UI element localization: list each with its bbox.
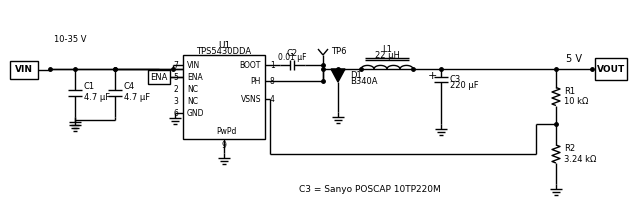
Text: 3: 3 [173, 97, 178, 105]
Text: 0.01 μF: 0.01 μF [278, 54, 307, 62]
Text: C4
4.7 μF: C4 4.7 μF [124, 82, 150, 102]
Text: +: + [427, 71, 437, 81]
Text: R1
10 kΩ: R1 10 kΩ [564, 87, 589, 106]
Bar [595, 58, 627, 80]
Text: 5: 5 [173, 72, 178, 82]
Text: D1: D1 [350, 71, 362, 81]
Bar [148, 70, 170, 84]
Text: C1
4.7 μF: C1 4.7 μF [84, 82, 110, 102]
Text: VIN: VIN [187, 61, 200, 69]
Text: C2: C2 [287, 49, 298, 58]
Text: NC: NC [187, 97, 198, 105]
Text: 1: 1 [270, 61, 275, 69]
Text: NC: NC [187, 84, 198, 94]
Bar [183, 55, 265, 139]
Text: C3: C3 [450, 74, 461, 84]
Text: 22 μH: 22 μH [375, 51, 399, 59]
Bar [10, 61, 38, 79]
Text: BOOT: BOOT [239, 61, 261, 69]
Text: 4: 4 [270, 94, 275, 104]
Text: U1: U1 [218, 41, 230, 51]
Text: 7: 7 [173, 61, 178, 69]
Text: TPS5430DDA: TPS5430DDA [196, 48, 251, 56]
Text: R2
3.24 kΩ: R2 3.24 kΩ [564, 144, 596, 164]
Text: C3 = Sanyo POSCAP 10TP220M: C3 = Sanyo POSCAP 10TP220M [299, 184, 441, 194]
Text: 8: 8 [270, 77, 275, 85]
Polygon shape [331, 69, 345, 82]
Text: 5 V: 5 V [566, 54, 582, 64]
Text: 6: 6 [173, 108, 178, 117]
Text: VOUT: VOUT [597, 64, 625, 74]
Text: VIN: VIN [15, 66, 33, 74]
Text: 220 μF: 220 μF [450, 82, 479, 90]
Text: ENA: ENA [150, 72, 168, 82]
Text: PH: PH [251, 77, 261, 85]
Text: GND: GND [187, 108, 204, 117]
Text: ENA: ENA [187, 72, 203, 82]
Text: B340A: B340A [350, 77, 377, 87]
Text: 9: 9 [222, 140, 227, 150]
Text: 10-35 V: 10-35 V [54, 36, 86, 44]
Text: VSNS: VSNS [241, 94, 261, 104]
Text: TP6: TP6 [331, 46, 347, 56]
Text: 2: 2 [173, 84, 178, 94]
Text: L1: L1 [382, 44, 392, 54]
Text: PwPd: PwPd [216, 127, 236, 135]
